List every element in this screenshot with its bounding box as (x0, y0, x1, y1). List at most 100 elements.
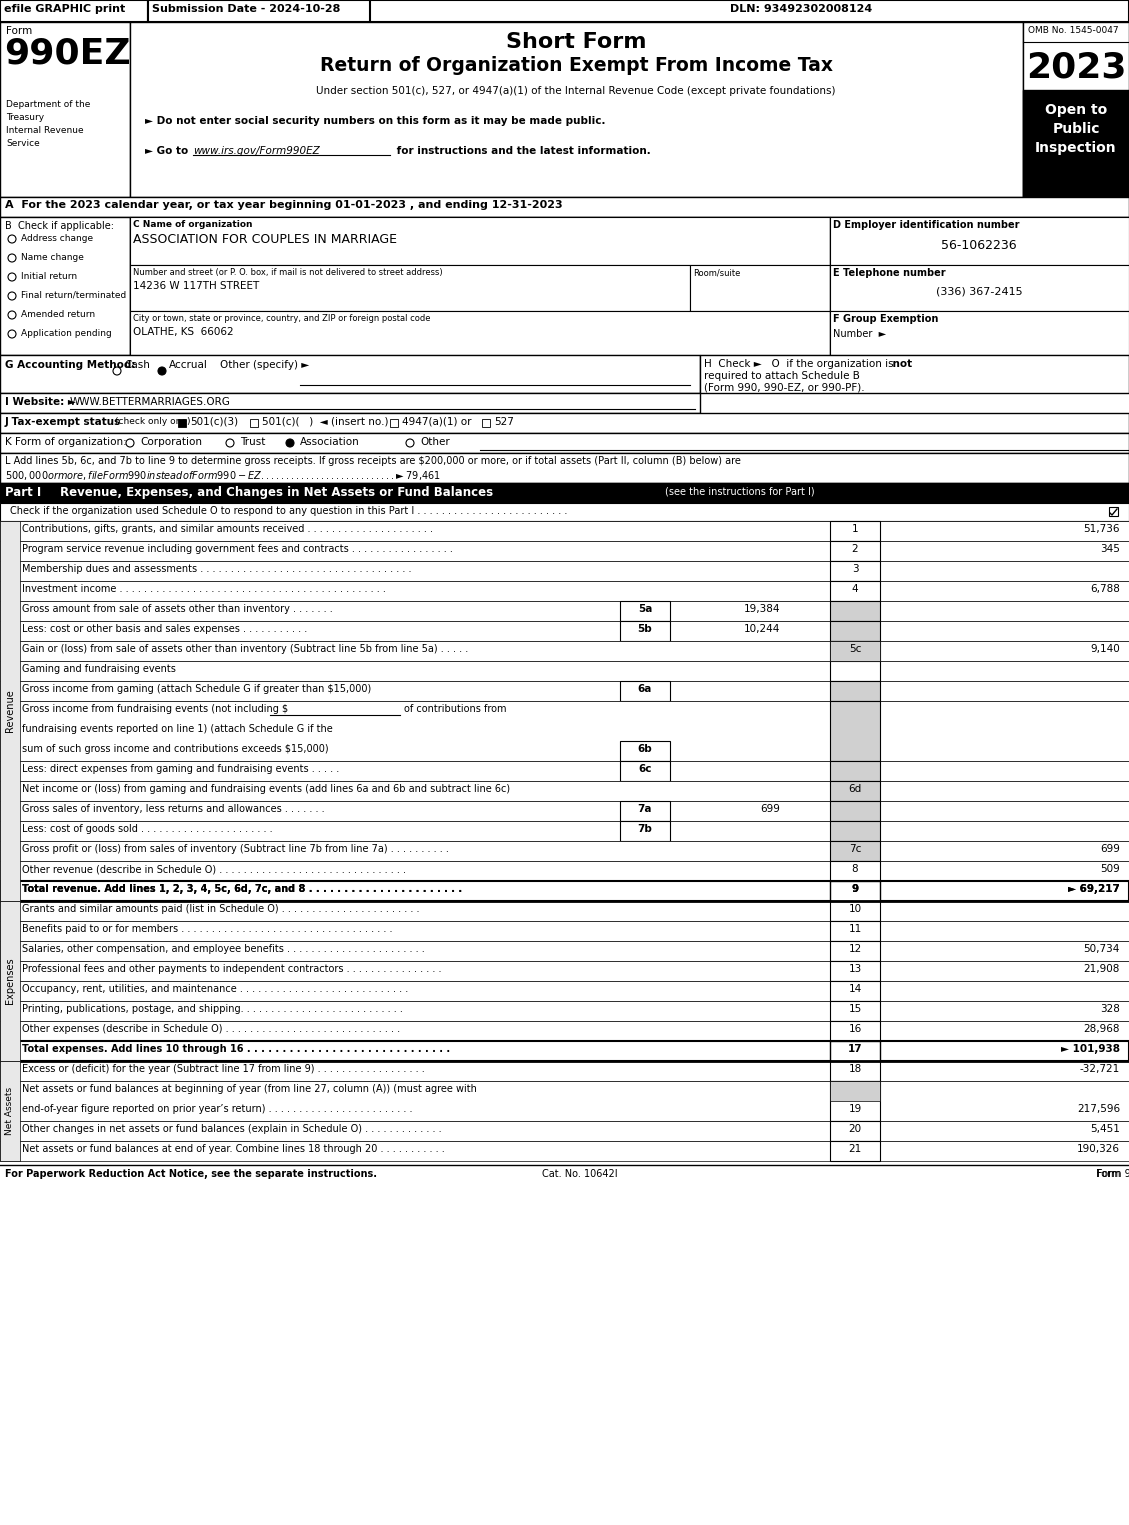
Bar (0, 522, 20, 901)
Bar (830, 961, 879, 981)
Text: 699: 699 (760, 804, 780, 814)
Text: A  For the 2023 calendar year, or tax year beginning 01-01-2023 , and ending 12-: A For the 2023 calendar year, or tax yea… (5, 200, 562, 210)
Bar (0, 840, 1129, 862)
Text: Name change: Name change (21, 253, 84, 262)
Text: 13: 13 (848, 964, 861, 974)
Text: Gain or (loss) from sale of assets other than inventory (Subtract line 5b from l: Gain or (loss) from sale of assets other… (21, 644, 469, 654)
Text: 345: 345 (1100, 544, 1120, 554)
Text: 11: 11 (5, 924, 19, 933)
Bar (620, 761, 669, 781)
Bar (0, 561, 1129, 581)
Text: Number and street (or P. O. box, if mail is not delivered to street address): Number and street (or P. O. box, if mail… (133, 268, 443, 278)
Bar (690, 265, 830, 311)
Bar (0, 1042, 1129, 1061)
Bar (148, 0, 370, 21)
Text: Other expenses (describe in Schedule O) . . . . . . . . . . . . . . . . . . . . : Other expenses (describe in Schedule O) … (21, 1023, 400, 1034)
Text: D Employer identification number: D Employer identification number (833, 220, 1019, 230)
Bar (130, 21, 1023, 197)
Bar (830, 621, 879, 640)
Text: Public: Public (1052, 122, 1100, 136)
Bar (0, 453, 1129, 483)
Bar (130, 217, 830, 265)
Text: Other changes in net assets or fund balances (explain in Schedule O) . . . . . .: Other changes in net assets or fund bala… (21, 1124, 441, 1135)
Text: 6: 6 (5, 663, 12, 674)
Bar (0, 961, 1129, 981)
Bar (830, 702, 879, 761)
Text: ► Do not enter social security numbers on this form as it may be made public.: ► Do not enter social security numbers o… (145, 116, 605, 127)
Text: 17: 17 (5, 1045, 19, 1054)
Text: Amended return: Amended return (21, 310, 95, 319)
Text: Revenue: Revenue (5, 689, 15, 732)
Circle shape (286, 439, 294, 447)
Bar (830, 1000, 879, 1022)
Text: 21: 21 (5, 1144, 19, 1154)
Bar (0, 1121, 1129, 1141)
Text: 56-1062236: 56-1062236 (942, 239, 1017, 252)
Bar (0, 581, 1129, 601)
Text: DLN: 93492302008124: DLN: 93492302008124 (730, 5, 873, 14)
Text: Application pending: Application pending (21, 329, 112, 339)
Text: Address change: Address change (21, 233, 93, 242)
Text: 18: 18 (848, 1064, 861, 1074)
Text: Return of Organization Exempt From Income Tax: Return of Organization Exempt From Incom… (320, 56, 832, 75)
Bar (130, 311, 830, 355)
Text: Check if the organization used Schedule O to respond to any question in this Par: Check if the organization used Schedule … (10, 506, 568, 515)
Bar (0, 601, 1129, 621)
Text: fundraising events reported on line 1) (attach Schedule G if the: fundraising events reported on line 1) (… (21, 724, 333, 734)
Text: Form: Form (6, 26, 33, 37)
Text: 7b: 7b (638, 824, 653, 834)
Text: 14: 14 (848, 984, 861, 994)
Text: 6a: 6a (638, 685, 653, 694)
Text: 699: 699 (1100, 843, 1120, 854)
Text: 501(c)(   )  ◄ (insert no.): 501(c)( ) ◄ (insert no.) (262, 416, 388, 427)
Text: F Group Exemption: F Group Exemption (833, 314, 938, 323)
Text: OMB No. 1545-0047: OMB No. 1545-0047 (1029, 26, 1119, 35)
Bar (830, 981, 879, 1000)
Bar (0, 881, 1129, 901)
Text: Form: Form (1096, 1170, 1124, 1179)
Text: K Form of organization:: K Form of organization: (5, 438, 126, 447)
Bar (830, 921, 879, 941)
Bar (250, 419, 259, 427)
Bar (0, 801, 1129, 820)
Text: 20: 20 (848, 1124, 861, 1135)
Text: Cat. No. 10642I: Cat. No. 10642I (542, 1170, 618, 1179)
Text: 9,140: 9,140 (1091, 644, 1120, 654)
Text: Trust: Trust (240, 438, 265, 447)
Text: 13: 13 (5, 964, 19, 974)
Text: L Add lines 5b, 6c, and 7b to line 9 to determine gross receipts. If gross recei: L Add lines 5b, 6c, and 7b to line 9 to … (5, 456, 741, 467)
Text: Gross amount from sale of assets other than inventory . . . . . . .: Gross amount from sale of assets other t… (21, 604, 333, 615)
Text: Program service revenue including government fees and contracts . . . . . . . . : Program service revenue including govern… (21, 544, 453, 554)
Text: 5a: 5a (638, 604, 653, 615)
Bar (0, 541, 1129, 561)
Text: 16: 16 (848, 1023, 861, 1034)
Text: 19: 19 (5, 1084, 19, 1093)
Text: Other (specify) ►: Other (specify) ► (220, 360, 309, 371)
Text: c: c (5, 843, 11, 854)
Text: WWW.BETTERMARRIAGES.ORG: WWW.BETTERMARRIAGES.ORG (70, 396, 230, 407)
Text: 9: 9 (851, 884, 858, 894)
Bar (0, 820, 1129, 840)
Text: Part I: Part I (5, 486, 42, 499)
Bar (0, 483, 1129, 503)
Text: 328: 328 (1100, 1003, 1120, 1014)
Text: Gross income from fundraising events (not including $: Gross income from fundraising events (no… (21, 705, 288, 714)
Bar (830, 901, 879, 921)
Text: Revenue, Expenses, and Changes in Net Assets or Fund Balances: Revenue, Expenses, and Changes in Net As… (60, 486, 493, 499)
Text: Under section 501(c), 527, or 4947(a)(1) of the Internal Revenue Code (except pr: Under section 501(c), 527, or 4947(a)(1)… (316, 85, 835, 96)
Text: 2: 2 (5, 544, 12, 554)
Text: 3: 3 (5, 564, 12, 573)
Text: Printing, publications, postage, and shipping. . . . . . . . . . . . . . . . . .: Printing, publications, postage, and shi… (21, 1003, 403, 1014)
Bar (620, 682, 669, 702)
Text: 9: 9 (5, 884, 12, 894)
Bar (0, 702, 1129, 761)
Text: 12: 12 (5, 944, 19, 955)
Text: For Paperwork Reduction Act Notice, see the separate instructions.: For Paperwork Reduction Act Notice, see … (5, 1170, 377, 1179)
Bar (1023, 21, 1129, 197)
Text: J Tax-exempt status: J Tax-exempt status (5, 416, 121, 427)
Text: efile GRAPHIC print: efile GRAPHIC print (5, 5, 125, 14)
Text: ► 69,217: ► 69,217 (1068, 884, 1120, 894)
Text: Open to: Open to (1044, 104, 1108, 117)
Text: 50,734: 50,734 (1084, 944, 1120, 955)
Text: b: b (5, 705, 11, 714)
